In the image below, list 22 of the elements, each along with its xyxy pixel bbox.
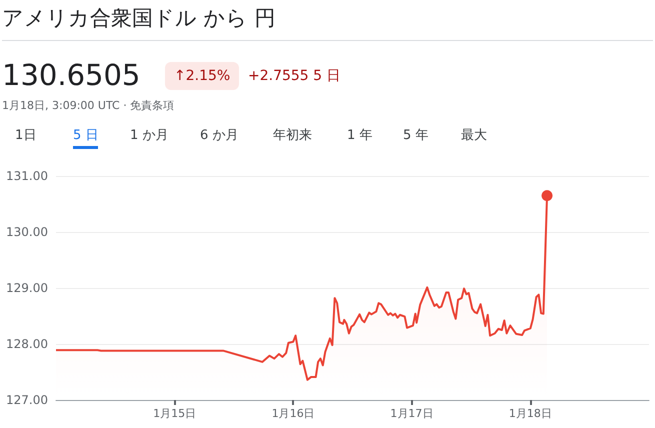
text: 5 日 bbox=[73, 126, 98, 149]
text: 5 年 bbox=[403, 127, 428, 144]
text: 1 年 bbox=[347, 127, 372, 144]
text: 年初来 bbox=[273, 127, 312, 144]
text: ↑2.15% bbox=[165, 62, 240, 90]
y-tick-label: 128.00 bbox=[6, 337, 48, 351]
x-tick-label: 1月15日 bbox=[153, 407, 196, 420]
text: 1日 bbox=[15, 127, 36, 144]
y-tick-label: 129.00 bbox=[6, 281, 48, 295]
chart-title: アメリカ合衆国ドル から 円 bbox=[2, 4, 653, 41]
text: 130.6505 bbox=[2, 58, 140, 92]
text: 1 か月 bbox=[130, 127, 168, 144]
y-tick-label: 131.00 bbox=[6, 169, 48, 183]
y-tick-label: 130.00 bbox=[6, 225, 48, 239]
x-tick-label: 1月17日 bbox=[390, 407, 434, 420]
y-tick-label: 127.00 bbox=[6, 393, 48, 407]
chart-subtitle: 1月18日, 3:09:00 UTC · 免責条項 bbox=[2, 98, 174, 113]
x-tick-label: 1月18日 bbox=[508, 407, 552, 420]
text: 最大 bbox=[461, 127, 487, 144]
x-tick-label: 1月16日 bbox=[272, 407, 315, 420]
text: 6 か月 bbox=[200, 127, 238, 144]
text: +2.7555 5 日 bbox=[248, 67, 341, 85]
